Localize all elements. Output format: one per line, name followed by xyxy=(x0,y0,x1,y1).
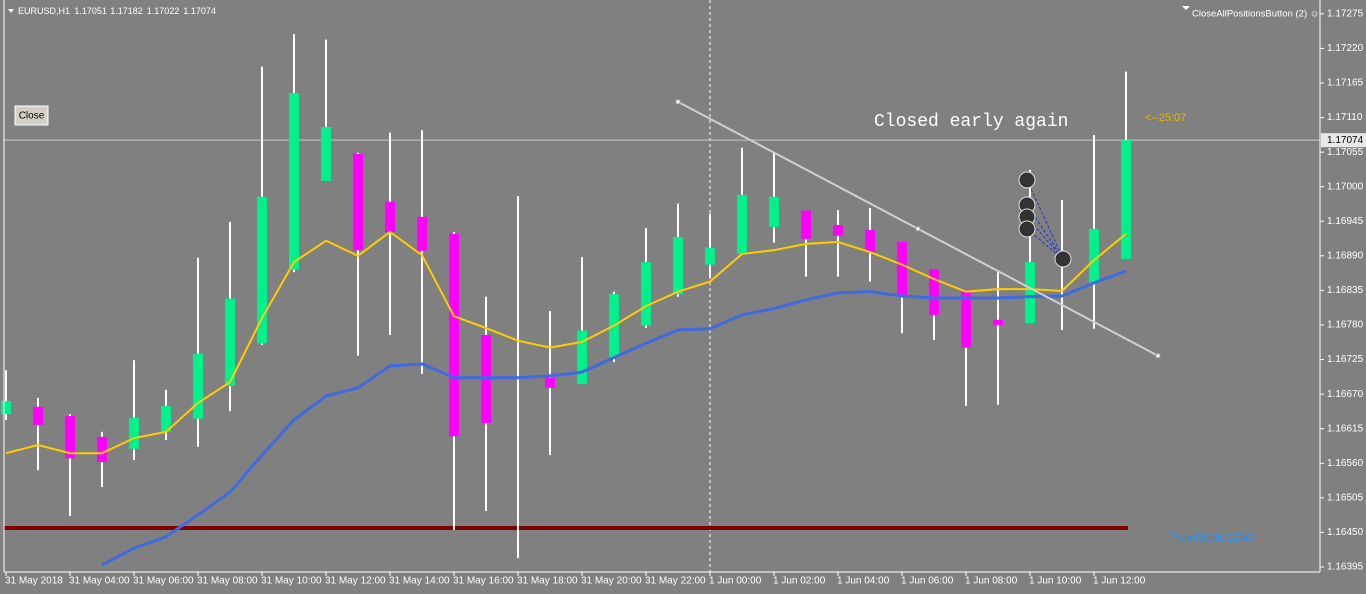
candle-body xyxy=(993,319,1003,325)
y-tick-label: 1.16450 xyxy=(1327,527,1364,538)
y-tick-label: 1.16945 xyxy=(1327,216,1364,227)
candle-body xyxy=(33,406,43,425)
current-price-box xyxy=(1321,133,1366,148)
candle-body xyxy=(193,353,203,419)
x-tick-label: 31 May 08:00 xyxy=(197,576,258,587)
candle-body xyxy=(961,291,971,348)
y-tick-label: 1.17110 xyxy=(1327,112,1363,123)
menu-triangle[interactable] xyxy=(8,9,14,13)
y-tick-label: 1.16725 xyxy=(1327,354,1364,365)
chart-header: EURUSD,H1 1.17051 1.17182 1.17022 1.17074 xyxy=(18,6,216,16)
trade-marker xyxy=(1018,220,1036,238)
trade-markers xyxy=(1018,171,1072,268)
x-tick-label: 1 Jun 02:00 xyxy=(773,576,826,587)
button-box[interactable] xyxy=(14,105,49,126)
close-button[interactable]: Close xyxy=(14,105,49,126)
x-tick-label: 1 Jun 08:00 xyxy=(965,576,1018,587)
x-tick-label: 31 May 22:00 xyxy=(645,576,706,587)
header-open: 1.17051 xyxy=(74,6,107,16)
candle-body xyxy=(129,418,139,449)
x-tick-label: 1 Jun 06:00 xyxy=(901,576,954,587)
x-tick-label: 1 Jun 12:00 xyxy=(1093,576,1146,587)
y-tick-label: 1.16890 xyxy=(1327,250,1364,261)
candle-body xyxy=(865,230,875,253)
x-tick-label: 31 May 12:00 xyxy=(325,576,386,587)
candle-body xyxy=(641,262,651,326)
y-tick-label: 1.16780 xyxy=(1327,320,1364,331)
candle-body xyxy=(577,330,587,385)
symbol: EURUSD,H1 xyxy=(18,6,70,16)
candle-body xyxy=(1,401,11,415)
x-tick-label: 31 May 04:00 xyxy=(69,576,130,587)
x-tick-label: 31 May 20:00 xyxy=(581,576,642,587)
header-low: 1.17022 xyxy=(147,6,180,16)
header-high: 1.17182 xyxy=(110,6,143,16)
y-tick-label: 1.16505 xyxy=(1327,492,1364,503)
candle-body xyxy=(353,154,363,251)
candle-body xyxy=(225,298,235,386)
moving-average xyxy=(101,269,1127,567)
candle-body xyxy=(673,236,683,295)
level-label: PrevWeek LOW xyxy=(1168,530,1254,544)
candle-body xyxy=(289,93,299,270)
y-tick-label: 1.16395 xyxy=(1327,562,1364,573)
candle-body xyxy=(449,233,459,437)
candle-body xyxy=(897,242,907,295)
x-tick-label: 31 May 18:00 xyxy=(517,576,578,587)
candle-body xyxy=(1089,228,1099,283)
y-tick-label: 1.16615 xyxy=(1327,423,1364,434)
y-tick-label: 1.17000 xyxy=(1327,181,1364,192)
candle-body xyxy=(417,216,427,251)
x-tick-label: 1 Jun 00:00 xyxy=(709,576,762,587)
candle-body xyxy=(97,436,107,462)
trendline-handle xyxy=(915,226,921,232)
candle-body xyxy=(705,247,715,265)
candle-body xyxy=(385,201,395,232)
x-tick-label: 1 Jun 10:00 xyxy=(1029,576,1082,587)
candle-body xyxy=(769,196,779,227)
candle-body xyxy=(321,126,331,182)
x-tick-label: 1 Jun 04:00 xyxy=(837,576,890,587)
trade-link xyxy=(1026,216,1064,260)
plot-layer: PrevWeek LOW xyxy=(1,0,1320,572)
button-label[interactable]: Close xyxy=(19,111,45,122)
x-tick-label: 31 May 10:00 xyxy=(261,576,322,587)
candle-body xyxy=(929,269,939,315)
y-tick-label: 1.17055 xyxy=(1327,147,1364,158)
annotation: Closed early again xyxy=(874,112,1068,132)
candle-body xyxy=(833,225,843,236)
x-tick-label: 31 May 2018 xyxy=(5,576,63,587)
candle-body xyxy=(257,196,267,344)
candle-body xyxy=(801,210,811,239)
trade-marker xyxy=(1018,171,1036,189)
x-tick-label: 31 May 14:00 xyxy=(389,576,450,587)
x-tick-label: 31 May 06:00 xyxy=(133,576,194,587)
y-tick-label: 1.17220 xyxy=(1327,43,1364,54)
trendline-handle xyxy=(1155,353,1161,359)
trade-marker xyxy=(1054,250,1072,268)
candle-body xyxy=(737,194,747,254)
candle-body xyxy=(65,416,75,459)
candle-body xyxy=(545,377,555,388)
y-tick-label: 1.17275 xyxy=(1327,8,1364,19)
current-price-label: 1.17074 xyxy=(1327,135,1364,146)
candle-body xyxy=(161,406,171,432)
candle-body xyxy=(1025,262,1035,324)
y-tick-label: 1.17165 xyxy=(1327,78,1364,89)
trade-link xyxy=(1026,179,1064,260)
x-tick-label: 31 May 16:00 xyxy=(453,576,514,587)
moving-average xyxy=(5,230,1127,455)
panel-triangle[interactable] xyxy=(1182,6,1190,10)
candle-body xyxy=(1121,140,1131,259)
close-all-button[interactable]: CloseAllPositionsButton (2) ☺ xyxy=(1192,9,1319,20)
y-tick-label: 1.16560 xyxy=(1327,458,1364,469)
y-tick-label: 1.16835 xyxy=(1327,285,1364,296)
trendline-handle xyxy=(675,99,681,105)
countdown: <--25:07 xyxy=(1145,112,1186,124)
header-close: 1.17074 xyxy=(183,6,216,16)
y-tick-label: 1.16670 xyxy=(1327,389,1364,400)
